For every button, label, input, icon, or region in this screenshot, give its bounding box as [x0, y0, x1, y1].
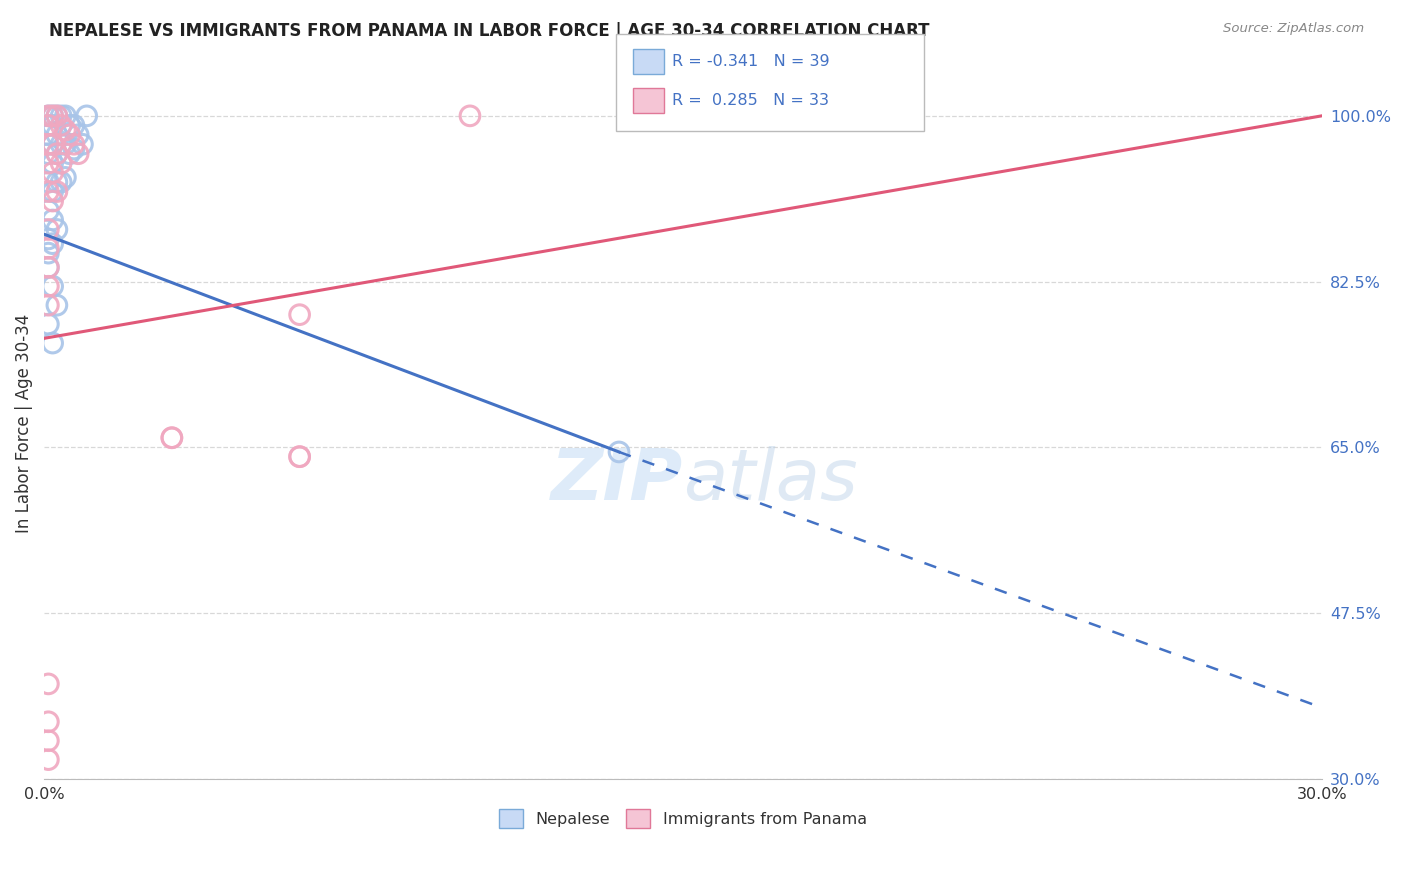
Point: [37, 118, 59, 132]
Point: [37, 232, 59, 246]
Point: [41, 236, 63, 251]
Point: [41, 137, 63, 152]
Point: [37, 714, 59, 729]
Point: [37, 118, 59, 132]
Point: [37, 260, 59, 275]
Point: [37, 246, 59, 260]
Point: [37, 137, 59, 152]
Point: [37, 241, 59, 255]
Point: [49, 175, 72, 189]
Point: [41, 279, 63, 293]
Point: [72, 137, 94, 152]
Point: [37, 203, 59, 218]
Text: R =  0.285   N = 33: R = 0.285 N = 33: [672, 94, 830, 108]
Point: [37, 156, 59, 170]
Point: [49, 118, 72, 132]
Point: [41, 109, 63, 123]
Point: [45, 185, 67, 199]
Point: [37, 222, 59, 236]
Point: [160, 431, 183, 445]
Point: [63, 137, 86, 152]
Point: [37, 260, 59, 275]
Point: [41, 213, 63, 227]
Point: [37, 298, 59, 312]
Point: [37, 146, 59, 161]
Point: [41, 109, 63, 123]
Point: [41, 336, 63, 351]
Point: [45, 109, 67, 123]
Point: [37, 677, 59, 691]
Point: [45, 128, 67, 142]
Point: [607, 445, 630, 459]
Point: [41, 156, 63, 170]
Point: [45, 222, 67, 236]
Point: [55, 137, 77, 152]
Point: [45, 298, 67, 312]
Point: [49, 137, 72, 152]
Point: [37, 733, 59, 747]
Point: [37, 175, 59, 189]
Point: [41, 185, 63, 199]
Text: atlas: atlas: [683, 446, 858, 515]
Point: [59, 118, 82, 132]
Point: [37, 753, 59, 767]
Point: [37, 128, 59, 142]
Point: [55, 123, 77, 137]
Point: [55, 109, 77, 123]
Point: [288, 308, 311, 322]
Text: NEPALESE VS IMMIGRANTS FROM PANAMA IN LABOR FORCE | AGE 30-34 CORRELATION CHART: NEPALESE VS IMMIGRANTS FROM PANAMA IN LA…: [49, 22, 929, 40]
Point: [41, 194, 63, 208]
Point: [458, 109, 481, 123]
Point: [41, 137, 63, 152]
Point: [67, 128, 90, 142]
Y-axis label: In Labor Force | Age 30-34: In Labor Force | Age 30-34: [15, 314, 32, 533]
Point: [45, 146, 67, 161]
Point: [288, 450, 311, 464]
Point: [37, 109, 59, 123]
Text: Source: ZipAtlas.com: Source: ZipAtlas.com: [1223, 22, 1364, 36]
Point: [63, 118, 86, 132]
Point: [37, 185, 59, 199]
Point: [45, 146, 67, 161]
Point: [49, 156, 72, 170]
Point: [41, 166, 63, 180]
Point: [67, 146, 90, 161]
Point: [76, 109, 98, 123]
Point: [45, 109, 67, 123]
Point: [45, 175, 67, 189]
Point: [49, 109, 72, 123]
Point: [59, 128, 82, 142]
Text: R = -0.341   N = 39: R = -0.341 N = 39: [672, 54, 830, 69]
Point: [41, 118, 63, 132]
Text: ZIP: ZIP: [551, 446, 683, 515]
Point: [37, 279, 59, 293]
Point: [160, 431, 183, 445]
Point: [63, 142, 86, 156]
Legend: Nepalese, Immigrants from Panama: Nepalese, Immigrants from Panama: [492, 802, 873, 835]
Point: [59, 146, 82, 161]
Point: [37, 317, 59, 331]
Point: [37, 109, 59, 123]
Point: [288, 450, 311, 464]
Point: [55, 170, 77, 185]
